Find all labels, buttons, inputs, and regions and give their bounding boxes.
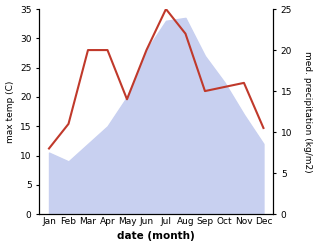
Y-axis label: med. precipitation (kg/m2): med. precipitation (kg/m2) xyxy=(303,51,313,172)
Y-axis label: max temp (C): max temp (C) xyxy=(5,80,15,143)
X-axis label: date (month): date (month) xyxy=(117,231,195,242)
